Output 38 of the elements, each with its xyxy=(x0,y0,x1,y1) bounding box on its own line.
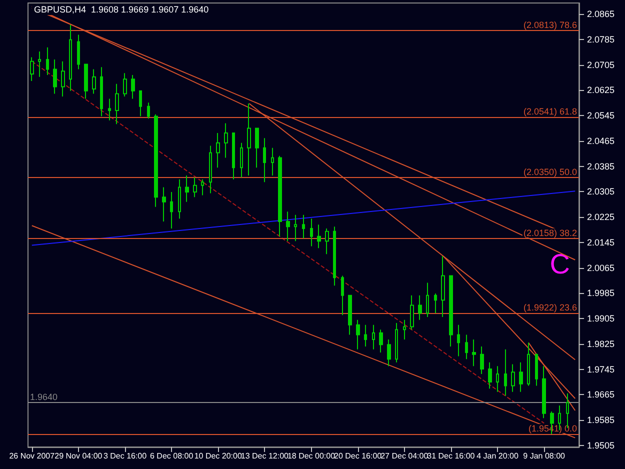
y-tick-label: 2.0625 xyxy=(587,85,615,96)
y-tick-label: 2.0865 xyxy=(587,9,615,20)
annotation: C xyxy=(550,248,570,280)
y-tick-label: 2.0785 xyxy=(587,34,615,44)
x-tick-label: 29 Nov 04:00 xyxy=(54,452,103,460)
x-tick-label: 26 Nov 2007 xyxy=(9,452,56,460)
ref-line-label: (1.9922) 23.6 xyxy=(523,302,577,313)
y-tick-label: 2.0225 xyxy=(587,212,615,222)
y-tick-label: 2.0305 xyxy=(587,186,615,197)
x-tick-label: 20 Dec 16:00 xyxy=(334,452,382,460)
x-tick-label: 27 Dec 04:00 xyxy=(380,452,429,460)
y-tick-label: 1.9665 xyxy=(587,390,615,400)
y-tick-label: 2.0545 xyxy=(587,110,615,121)
ref-line-label: (2.0350) 50.0 xyxy=(523,166,577,177)
x-tick-label: 31 Dec 16:00 xyxy=(427,452,476,460)
x-tick-label: 13 Dec 12:00 xyxy=(240,452,290,460)
y-tick-label: 1.9825 xyxy=(587,338,615,349)
ref-line-label: 1.9640 xyxy=(30,392,58,402)
ref-line-label: (2.0158) 38.2 xyxy=(523,228,577,238)
y-tick-label: 1.9745 xyxy=(587,364,615,374)
x-tick-label: 18 Dec 00:00 xyxy=(287,452,336,460)
x-tick-label: 6 Dec 08:00 xyxy=(150,452,194,460)
y-tick-label: 2.0385 xyxy=(587,161,615,172)
y-tick-label: 2.0705 xyxy=(587,60,615,70)
y-tick-label: 1.9905 xyxy=(587,314,615,324)
x-tick-label: 10 Dec 20:00 xyxy=(194,452,242,460)
y-tick-label: 1.9505 xyxy=(587,440,615,450)
ref-line-label: (2.0813) 78.6 xyxy=(523,20,577,30)
y-tick-label: 1.9985 xyxy=(587,288,615,298)
y-tick-label: 2.0065 xyxy=(587,262,615,273)
y-tick-label: 2.0145 xyxy=(587,237,615,248)
x-tick-label: 4 Jan 20:00 xyxy=(476,452,519,460)
y-tick-label: 1.9585 xyxy=(587,415,615,426)
x-tick-label: 3 Dec 16:00 xyxy=(103,452,148,460)
x-tick-label: 9 Jan 08:00 xyxy=(523,452,566,460)
y-tick-label: 2.0465 xyxy=(587,136,615,146)
ref-line-label: (2.0541) 61.8 xyxy=(523,106,577,116)
chart-title: GBPUSD,H4 1.9608 1.9669 1.9607 1.9640 xyxy=(34,4,209,14)
